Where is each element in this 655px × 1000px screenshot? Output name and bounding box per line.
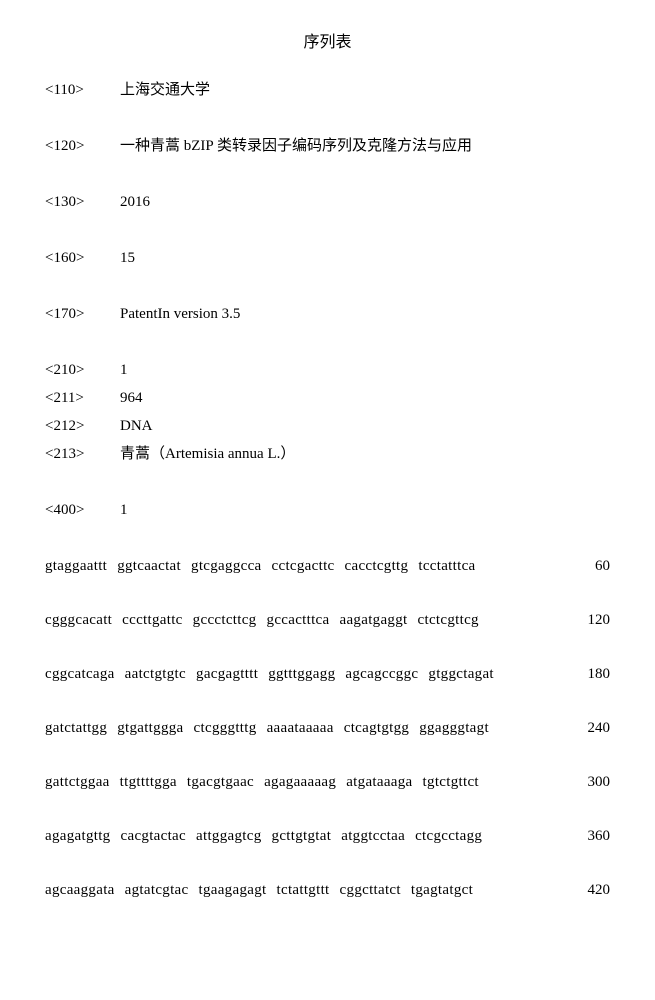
field-tag: <210> (45, 358, 120, 382)
sequence-text: gtaggaattt ggtcaactat gtcgaggcca cctcgac… (45, 554, 476, 578)
field-value: DNA (120, 414, 610, 438)
field-120: <120> 一种青蒿 bZIP 类转录因子编码序列及克隆方法与应用 (45, 134, 610, 158)
sequence-text: cggcatcaga aatctgtgtc gacgagtttt ggtttgg… (45, 662, 494, 686)
field-tag: <110> (45, 78, 120, 102)
field-value: 一种青蒿 bZIP 类转录因子编码序列及克隆方法与应用 (120, 134, 610, 158)
sequence-position: 120 (565, 608, 610, 632)
field-213: <213> 青蒿（Artemisia annua L.） (45, 442, 610, 466)
sequence-line: gtaggaattt ggtcaactat gtcgaggcca cctcgac… (45, 554, 610, 578)
field-value: 青蒿（Artemisia annua L.） (120, 442, 610, 466)
field-tag: <130> (45, 190, 120, 214)
field-value: 上海交通大学 (120, 78, 610, 102)
field-170: <170> PatentIn version 3.5 (45, 302, 610, 326)
field-value: 15 (120, 246, 610, 270)
field-110: <110> 上海交通大学 (45, 78, 610, 102)
sequence-position: 420 (565, 878, 610, 902)
field-value: 1 (120, 358, 610, 382)
sequence-position: 180 (565, 662, 610, 686)
sequence-text: agagatgttg cacgtactac attggagtcg gcttgtg… (45, 824, 482, 848)
field-400: <400> 1 (45, 498, 610, 522)
sequence-line: gatctattgg gtgattggga ctcgggtttg aaaataa… (45, 716, 610, 740)
sequence-line: agcaaggata agtatcgtac tgaagagagt tctattg… (45, 878, 610, 902)
sequence-text: gattctggaa ttgttttgga tgacgtgaac agagaaa… (45, 770, 479, 794)
field-212: <212> DNA (45, 414, 610, 438)
field-tag: <212> (45, 414, 120, 438)
sequence-line: gattctggaa ttgttttgga tgacgtgaac agagaaa… (45, 770, 610, 794)
field-value: 1 (120, 498, 610, 522)
sequence-line: agagatgttg cacgtactac attggagtcg gcttgtg… (45, 824, 610, 848)
field-210: <210> 1 (45, 358, 610, 382)
field-tag: <400> (45, 498, 120, 522)
field-tag: <211> (45, 386, 120, 410)
sequence-position: 240 (565, 716, 610, 740)
field-160: <160> 15 (45, 246, 610, 270)
field-value: 964 (120, 386, 610, 410)
sequence-text: gatctattgg gtgattggga ctcgggtttg aaaataa… (45, 716, 489, 740)
field-group-21x: <210> 1 <211> 964 <212> DNA <213> 青蒿（Art… (45, 358, 610, 466)
sequence-position: 60 (565, 554, 610, 578)
sequence-text: cgggcacatt cccttgattc gccctcttcg gccactt… (45, 608, 479, 632)
field-value: PatentIn version 3.5 (120, 302, 610, 326)
field-tag: <120> (45, 134, 120, 158)
field-211: <211> 964 (45, 386, 610, 410)
sequence-text: agcaaggata agtatcgtac tgaagagagt tctattg… (45, 878, 473, 902)
field-tag: <170> (45, 302, 120, 326)
sequence-line: cgggcacatt cccttgattc gccctcttcg gccactt… (45, 608, 610, 632)
sequence-position: 300 (565, 770, 610, 794)
field-130: <130> 2016 (45, 190, 610, 214)
field-tag: <160> (45, 246, 120, 270)
sequence-position: 360 (565, 824, 610, 848)
field-tag: <213> (45, 442, 120, 466)
sequence-line: cggcatcaga aatctgtgtc gacgagtttt ggtttgg… (45, 662, 610, 686)
field-value: 2016 (120, 190, 610, 214)
page-title: 序列表 (45, 30, 610, 56)
